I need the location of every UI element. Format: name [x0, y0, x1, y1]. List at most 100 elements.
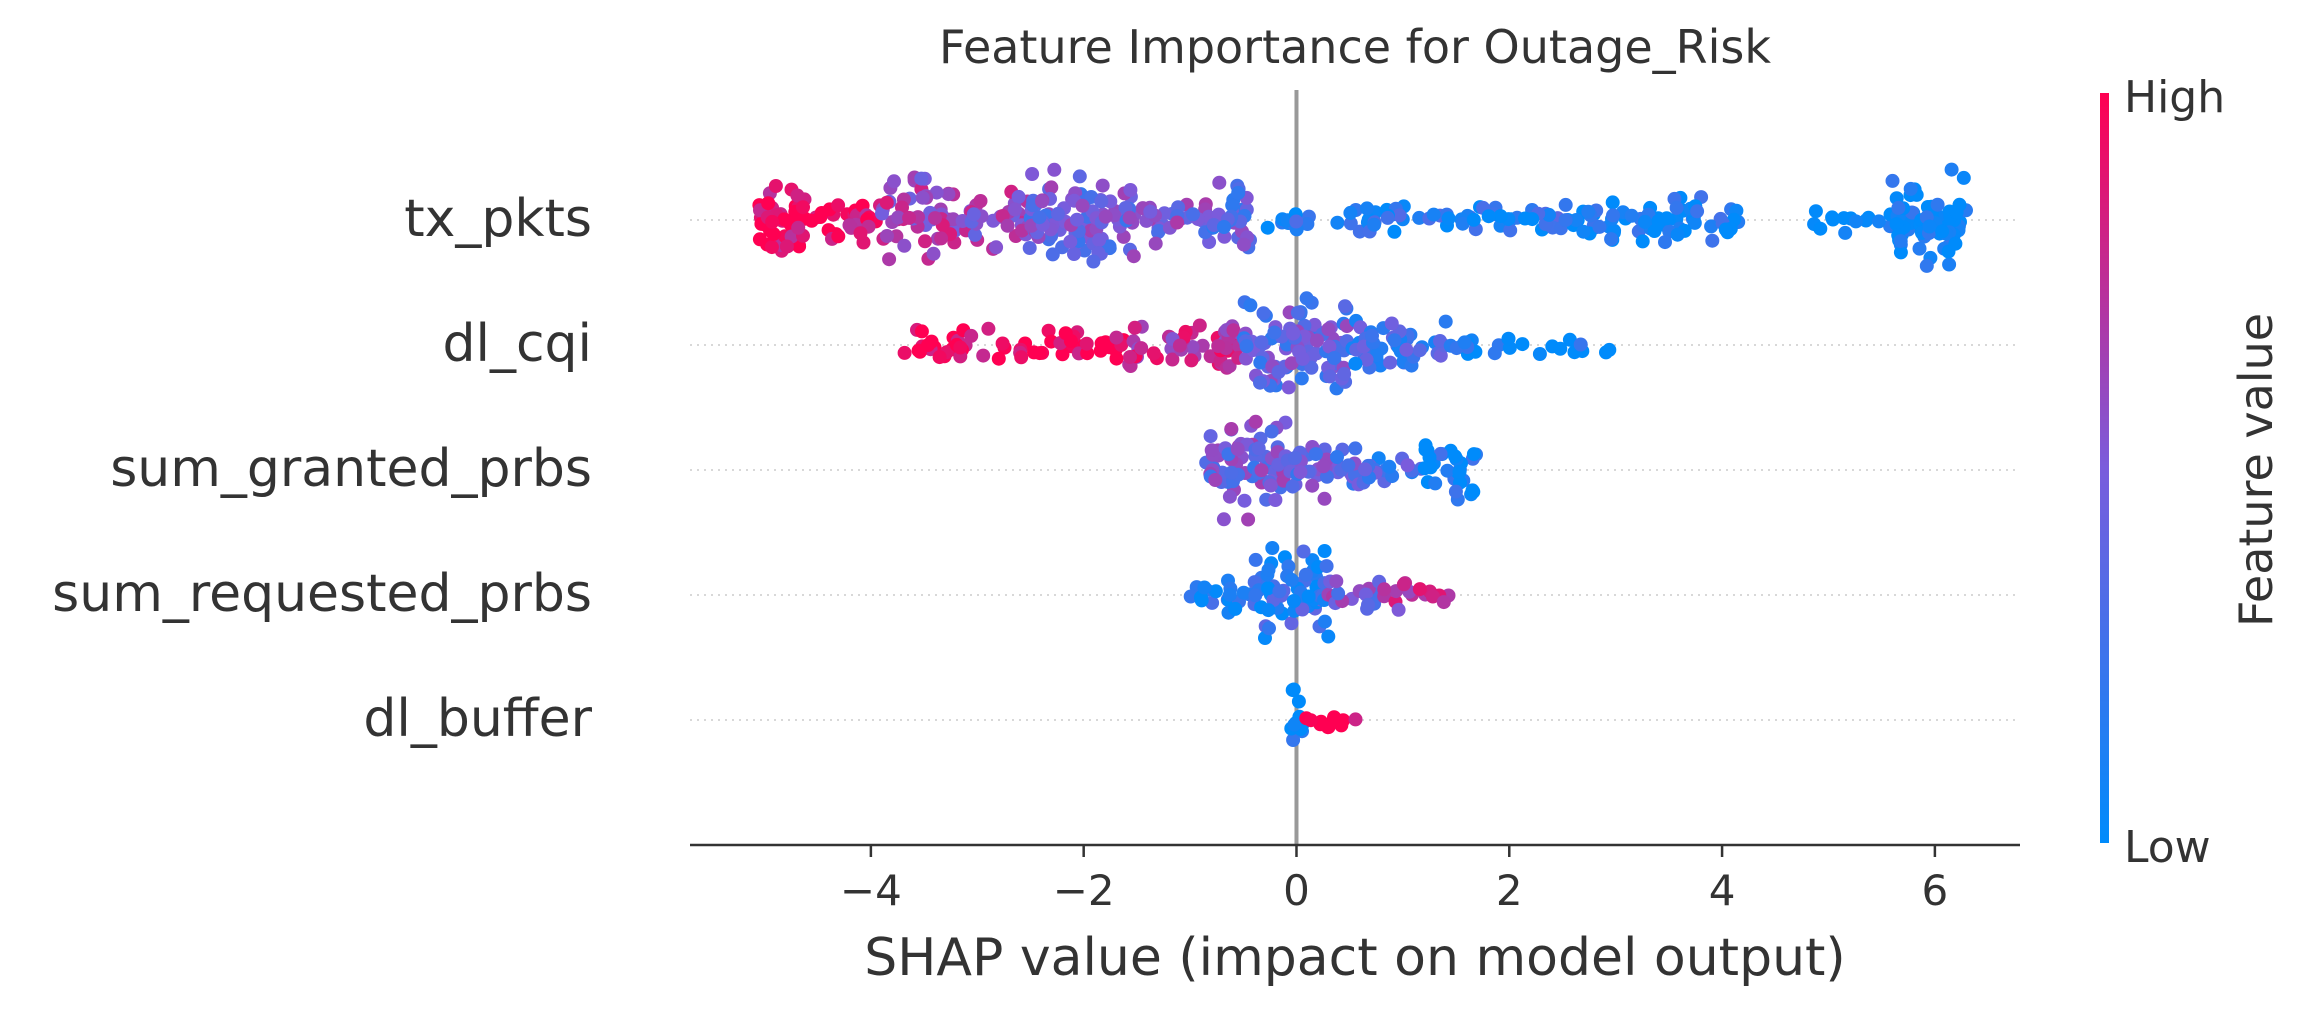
shap-point [1604, 232, 1619, 247]
shap-point [1605, 195, 1620, 210]
shap-point [1930, 197, 1945, 212]
shap-point [1086, 254, 1101, 269]
shap-point [1399, 342, 1414, 357]
shap-point [1123, 350, 1137, 364]
shap-point [1265, 541, 1280, 555]
shap-point [1718, 222, 1733, 237]
colorbar-title: Feature value [2229, 313, 2283, 627]
shap-point [779, 239, 794, 254]
shap-point [1553, 341, 1568, 356]
shap-point [1063, 334, 1078, 348]
shap-point [1094, 194, 1109, 209]
shap-point [1260, 220, 1275, 235]
shap-point [1428, 476, 1443, 491]
shap-point [1425, 589, 1440, 604]
shap-point [1466, 447, 1481, 462]
shap-point [1072, 169, 1087, 184]
shap-point [1286, 326, 1301, 341]
shap-point [926, 246, 941, 261]
shap-point [853, 226, 868, 241]
feature-row [752, 162, 1973, 273]
shap-point [1423, 460, 1438, 475]
shap-point [1426, 207, 1441, 222]
shap-point [1808, 204, 1823, 219]
shap-point [1248, 414, 1263, 429]
shap-point [1295, 602, 1310, 617]
shap-point [1889, 217, 1904, 232]
shap-point [1465, 483, 1480, 498]
shap-point [1532, 347, 1547, 361]
shap-point [1225, 198, 1240, 213]
shap-point [1942, 257, 1957, 272]
shap-point [1134, 341, 1149, 356]
shap-point [1503, 223, 1518, 238]
shap-point [842, 218, 857, 233]
shap-point [1122, 210, 1137, 225]
shap-point [1687, 215, 1702, 230]
shap-point [1412, 343, 1427, 358]
shap-point [1222, 359, 1237, 374]
shap-point [1558, 197, 1573, 212]
shap-point [1365, 328, 1379, 343]
feature-label: tx_pkts [404, 189, 592, 249]
shap-point [1441, 211, 1456, 226]
shap-point [1912, 241, 1927, 256]
shap-point [1228, 601, 1243, 616]
shap-point [1367, 217, 1382, 232]
shap-point [1055, 347, 1070, 362]
shap-point [792, 239, 807, 254]
shap-point [765, 214, 780, 229]
shap-point [1690, 204, 1705, 219]
shap-point [1452, 465, 1467, 479]
shap-point [1284, 572, 1299, 587]
shap-point [1237, 493, 1252, 508]
shap-point [1353, 320, 1368, 335]
shap-point [1308, 447, 1323, 462]
shap-point [1295, 351, 1310, 366]
shap-point [1300, 217, 1315, 231]
shap-point [1296, 544, 1311, 559]
shap-point [1051, 206, 1065, 221]
shap-point [1562, 332, 1577, 347]
shap-point [1466, 212, 1481, 227]
shap-point [1487, 346, 1502, 361]
shap-point [1525, 212, 1540, 227]
shap-point [1813, 221, 1828, 236]
shap-point [1573, 337, 1588, 352]
shap-point [1836, 211, 1851, 226]
shap-point [1079, 336, 1094, 351]
shap-point [1412, 210, 1427, 225]
shap-point [1885, 173, 1900, 188]
shap-point [1067, 247, 1081, 261]
shap-point [796, 200, 810, 215]
shap-point [1304, 360, 1319, 375]
feature-label: dl_buffer [363, 689, 592, 749]
shap-point [1651, 214, 1666, 229]
shap-point [1287, 451, 1302, 465]
x-tick-label: −2 [1053, 866, 1115, 915]
shap-point [1211, 339, 1226, 353]
shap-point [1359, 352, 1374, 367]
shap-point [995, 336, 1010, 351]
shap-point [914, 171, 929, 186]
shap-point [1022, 241, 1037, 255]
shap-point [1263, 478, 1278, 493]
shap-point [1893, 245, 1908, 260]
shap-point [790, 188, 805, 203]
shap-point [1658, 235, 1672, 250]
shap-point [1098, 209, 1113, 224]
shap-point [1602, 342, 1617, 357]
shap-point [1271, 365, 1286, 379]
shap-point [1343, 216, 1358, 231]
shap-point [1387, 224, 1402, 239]
shap-point [1669, 200, 1684, 215]
x-tick-label: 2 [1496, 866, 1523, 915]
shap-point [1515, 337, 1530, 352]
shap-point [1011, 189, 1026, 204]
shap-point [1377, 582, 1392, 597]
shap-point [1217, 229, 1232, 244]
shap-point [887, 174, 901, 189]
shap-point [1226, 323, 1241, 338]
shap-point [1360, 201, 1374, 216]
shap-point [911, 343, 926, 358]
